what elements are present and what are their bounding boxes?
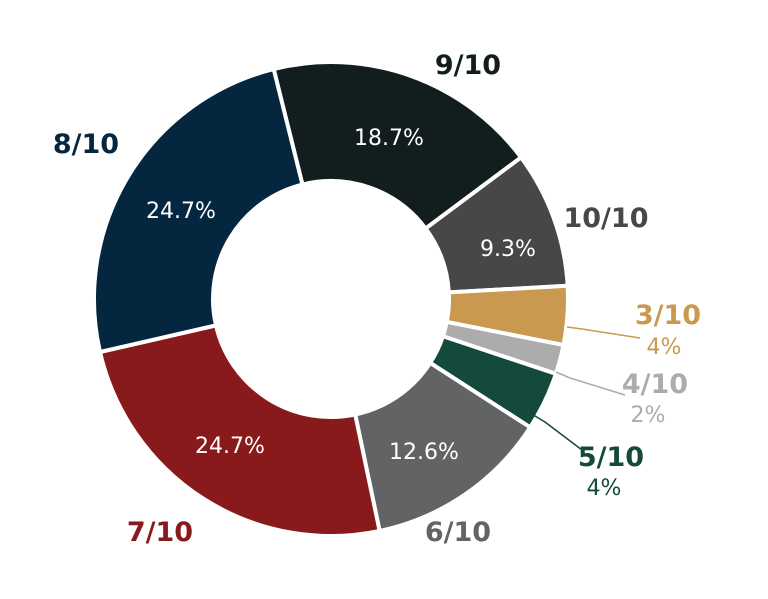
value-label-9-10: 18.7% bbox=[354, 126, 424, 151]
value-label-4-10: 2% bbox=[631, 403, 666, 428]
slice-7-10 bbox=[97, 322, 382, 538]
category-label-7-10: 7/10 bbox=[127, 517, 193, 548]
category-label-8-10: 8/10 bbox=[53, 129, 119, 160]
leader-line-3-10 bbox=[566, 326, 641, 339]
category-label-9-10: 9/10 bbox=[435, 50, 501, 81]
slice-8-10 bbox=[92, 66, 305, 355]
leader-line-5-10 bbox=[529, 412, 583, 451]
value-label-7-10: 24.7% bbox=[195, 434, 265, 459]
category-label-6-10: 6/10 bbox=[425, 517, 491, 548]
value-label-3-10: 4% bbox=[647, 335, 682, 360]
slice-9-10 bbox=[271, 60, 524, 232]
category-label-10-10: 10/10 bbox=[563, 203, 648, 234]
leader-line-4-10 bbox=[555, 371, 626, 396]
value-label-6-10: 12.6% bbox=[389, 440, 459, 465]
chart-labels: 9/10 10/10 3/10 4/10 5/10 6/10 7/10 8/10… bbox=[53, 50, 701, 548]
category-label-5-10: 5/10 bbox=[578, 442, 644, 473]
value-label-10-10: 9.3% bbox=[480, 237, 536, 262]
value-label-5-10: 4% bbox=[587, 476, 622, 501]
category-label-3-10: 3/10 bbox=[635, 300, 701, 331]
category-label-4-10: 4/10 bbox=[622, 369, 688, 400]
leader-lines bbox=[529, 326, 641, 451]
donut-slices bbox=[92, 60, 570, 538]
value-label-8-10: 24.7% bbox=[146, 199, 216, 224]
